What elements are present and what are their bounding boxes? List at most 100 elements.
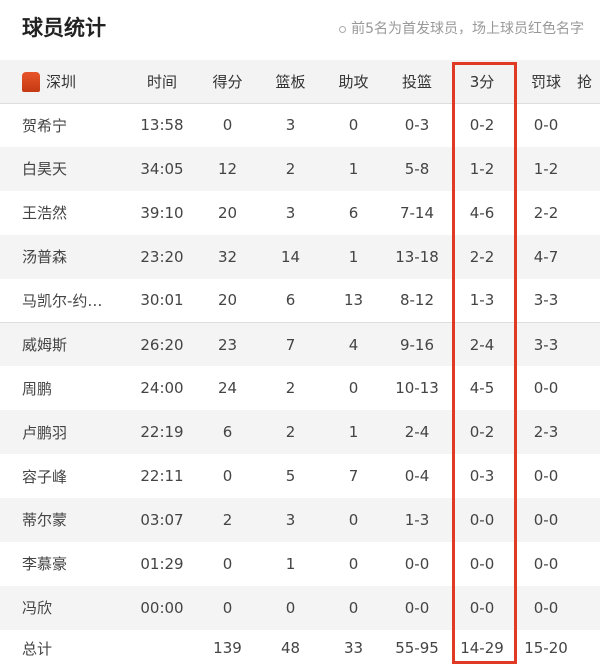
player-name[interactable]: 贺希宁 (22, 116, 68, 135)
note-text: 前5名为首发球员，场上球员红色名字 (351, 21, 584, 37)
col-header[interactable]: 助攻 (338, 72, 369, 91)
stat-cell: 4-7 (533, 247, 559, 266)
player-name[interactable]: 容子峰 (22, 467, 68, 486)
stat-cell: 14 (280, 247, 301, 266)
stat-cell: 2 (285, 159, 296, 178)
player-name[interactable]: 总计 (22, 639, 53, 658)
stat-cell: 1 (285, 554, 296, 573)
col-header[interactable]: 3分 (469, 72, 495, 91)
stat-cell: 0-2 (469, 423, 495, 442)
stat-cell: 26:20 (140, 335, 184, 354)
stat-cell: 1 (348, 247, 359, 266)
stat-cell (577, 454, 600, 498)
table-row[interactable]: 威姆斯 26:20 23 7 4 9-16 2-4 3-3 (0, 322, 600, 367)
col-header[interactable]: 投篮 (401, 72, 432, 91)
stat-cell: 48 (280, 639, 301, 658)
stat-cell: 0-0 (404, 554, 430, 573)
player-name[interactable]: 卢鹏羽 (22, 423, 68, 442)
stat-cell: 0-0 (533, 554, 559, 573)
col-header[interactable]: 篮板 (275, 72, 306, 91)
stat-cell: 0-0 (533, 467, 559, 486)
total-row[interactable]: 总计 139 48 33 55-95 14-29 15-20 (0, 629, 600, 667)
starter-note: 前5名为首发球员，场上球员红色名字 (339, 18, 584, 38)
stat-cell: 3-3 (533, 291, 559, 310)
stat-cell: 12 (217, 159, 238, 178)
stat-cell: 20 (217, 203, 238, 222)
stat-cell (577, 366, 600, 410)
stat-cell: 0-0 (404, 598, 430, 617)
stat-cell: 2-3 (533, 423, 559, 442)
stat-cell: 23:20 (140, 247, 184, 266)
player-name[interactable]: 白昊天 (22, 160, 68, 179)
stat-cell: 4-5 (469, 379, 495, 398)
stat-cell: 2 (285, 423, 296, 442)
player-name[interactable]: 冯欣 (22, 599, 53, 618)
stat-cell: 03:07 (140, 510, 184, 529)
table-row[interactable]: 周鹏 24:00 24 2 0 10-13 4-5 0-0 (0, 366, 600, 410)
stat-cell: 13:58 (140, 116, 184, 135)
stat-cell: 23 (217, 335, 238, 354)
player-name[interactable]: 蒂尔蒙 (22, 511, 68, 530)
stat-cell: 0-0 (533, 116, 559, 135)
stat-cell: 4-6 (469, 203, 495, 222)
stat-cell: 0 (222, 554, 233, 573)
stat-cell: 24 (217, 379, 238, 398)
col-header[interactable]: 罚球 (530, 72, 561, 91)
table-row[interactable]: 卢鹏羽 22:19 6 2 1 2-4 0-2 2-3 (0, 410, 600, 455)
stat-cell: 1-2 (533, 159, 559, 178)
table-row[interactable]: 蒂尔蒙 03:07 2 3 0 1-3 0-0 0-0 (0, 498, 600, 542)
stat-cell: 55-95 (395, 639, 439, 658)
col-header[interactable]: 得分 (212, 72, 243, 91)
stat-cell: 7 (348, 467, 359, 486)
table-row[interactable]: 白昊天 34:05 12 2 1 5-8 1-2 1-2 (0, 146, 600, 191)
stat-cell: 0 (222, 467, 233, 486)
stat-cell: 0-3 (404, 116, 430, 135)
stat-cell (577, 322, 600, 366)
team-logo-icon (22, 72, 40, 92)
stat-cell: 0 (348, 379, 359, 398)
stat-cell: 0-0 (533, 598, 559, 617)
table-row[interactable]: 马凯尔-约… 30:01 20 6 13 8-12 1-3 3-3 (0, 279, 600, 323)
stat-cell: 13-18 (395, 247, 439, 266)
stat-cell: 14-29 (460, 639, 504, 658)
stat-cell (577, 410, 600, 454)
player-name[interactable]: 周鹏 (22, 379, 53, 398)
table-row[interactable]: 王浩然 39:10 20 3 6 7-14 4-6 2-2 (0, 191, 600, 235)
player-name[interactable]: 马凯尔-约… (22, 291, 103, 310)
stat-cell (577, 235, 600, 279)
stat-cell: 15-20 (524, 639, 568, 658)
player-stats-table: 深圳 时间 得分 篮板 助攻 投篮 3分 罚球 抢 贺希宁 13:58 0 3 0 0-3… (0, 60, 600, 667)
stat-cell: 00:00 (140, 598, 184, 617)
col-header[interactable]: 时间 (146, 72, 177, 91)
player-name[interactable]: 李慕豪 (22, 555, 68, 574)
stat-cell: 8-12 (399, 291, 435, 310)
stat-cell: 1-3 (404, 510, 430, 529)
stat-cell: 22:19 (140, 423, 184, 442)
table-row[interactable]: 汤普森 23:20 32 14 1 13-18 2-2 4-7 (0, 234, 600, 279)
stat-cell: 0-0 (533, 379, 559, 398)
page-title: 球员统计 (22, 16, 106, 40)
stat-cell: 3-3 (533, 335, 559, 354)
stat-cell (577, 279, 600, 323)
stat-cell: 01:29 (140, 554, 184, 573)
stat-cell: 0-0 (469, 554, 495, 573)
stat-cell: 22:11 (140, 467, 184, 486)
stat-cell: 0 (348, 554, 359, 573)
stat-cell: 0 (285, 598, 296, 617)
player-name[interactable]: 威姆斯 (22, 336, 68, 355)
table-row[interactable]: 容子峰 22:11 0 5 7 0-4 0-3 0-0 (0, 454, 600, 498)
table-row[interactable]: 李慕豪 01:29 0 1 0 0-0 0-0 0-0 (0, 542, 600, 586)
stat-cell (577, 498, 600, 542)
table-row[interactable]: 冯欣 00:00 0 0 0 0-0 0-0 0-0 (0, 585, 600, 630)
table-row[interactable]: 贺希宁 13:58 0 3 0 0-3 0-2 0-0 (0, 103, 600, 147)
stat-cell: 0-4 (404, 467, 430, 486)
stat-cell: 33 (343, 639, 364, 658)
stat-cell (577, 191, 600, 235)
player-name[interactable]: 汤普森 (22, 248, 68, 267)
bullet-icon (339, 25, 347, 33)
stat-cell: 7-14 (399, 203, 435, 222)
stat-cell: 39:10 (140, 203, 184, 222)
col-header[interactable]: 抢 (577, 72, 593, 91)
player-name[interactable]: 王浩然 (22, 204, 68, 223)
team-name: 深圳 (46, 72, 77, 91)
